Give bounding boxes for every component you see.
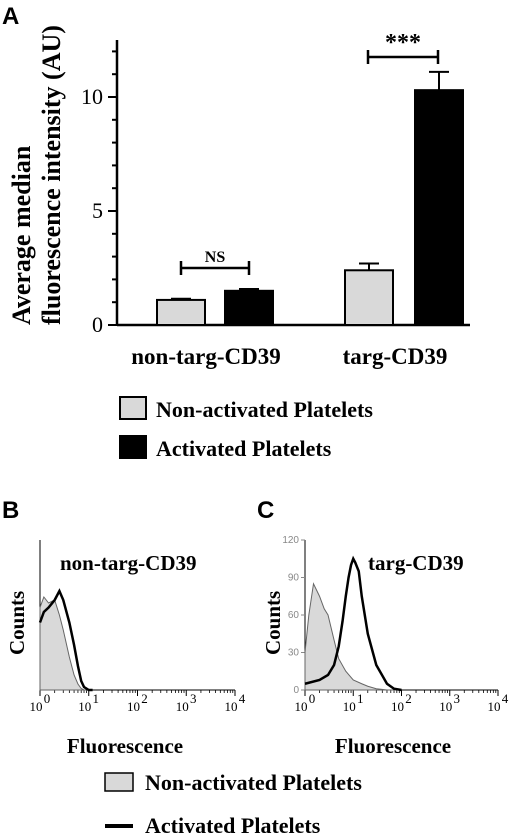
bar xyxy=(414,89,464,326)
bar xyxy=(224,289,274,326)
y-tick-label: 0 xyxy=(293,685,299,696)
significance-label: *** xyxy=(385,30,421,56)
x-tick-exponent: 3 xyxy=(190,691,197,706)
y-tick-label: 120 xyxy=(282,535,299,546)
y-axis-label-line2: fluorescence intensity (AU) xyxy=(37,25,66,325)
x-tick-base: 10 xyxy=(295,699,308,714)
x-tick-exponent: 2 xyxy=(141,691,148,706)
x-tick-base: 10 xyxy=(127,699,140,714)
y-tick-label: 0 xyxy=(92,312,103,337)
x-tick-exponent: 1 xyxy=(357,691,364,706)
category-label-non-targ: non-targ-CD39 xyxy=(131,344,281,369)
x-tick-base: 10 xyxy=(488,699,501,714)
bar xyxy=(156,298,206,327)
bottom-legend-label-activated: Activated Platelets xyxy=(145,813,321,838)
y-tick-label: 5 xyxy=(92,198,103,223)
y-axis-label-line1: Average median xyxy=(7,145,36,325)
x-tick-base: 10 xyxy=(78,699,91,714)
x-tick-exponent: 4 xyxy=(239,691,246,706)
x-tick-exponent: 0 xyxy=(309,691,316,706)
panel-c-letter: C xyxy=(257,497,274,524)
y-tick-label: 10 xyxy=(81,84,103,109)
panel-b-y-label: Counts xyxy=(5,591,29,655)
histogram-activated xyxy=(304,555,402,692)
legend-swatch-non-activated xyxy=(119,396,147,420)
x-tick-base: 10 xyxy=(176,699,189,714)
x-tick-exponent: 0 xyxy=(44,691,51,706)
panel-c-title: targ-CD39 xyxy=(368,551,464,575)
bottom-legend: Non-activated Platelets Activated Platel… xyxy=(104,770,362,838)
legend-swatch-activated xyxy=(119,435,147,459)
y-tick-label: 30 xyxy=(288,648,300,659)
bar xyxy=(344,269,394,326)
panel-a-bar-chart: Average median fluorescence intensity (A… xyxy=(7,25,470,461)
histogram-non-activated xyxy=(304,582,402,691)
legend-label-activated: Activated Platelets xyxy=(156,436,332,461)
panel-b-x-label: Fluorescence xyxy=(67,734,183,758)
bottom-legend-swatch-non-activated xyxy=(104,772,134,792)
histogram-activated xyxy=(38,588,93,692)
panel-c-x-label: Fluorescence xyxy=(335,734,451,758)
panel-a-letter: A xyxy=(2,3,19,30)
x-tick-base: 10 xyxy=(391,699,404,714)
x-tick-exponent: 1 xyxy=(93,691,100,706)
x-tick-base: 10 xyxy=(343,699,356,714)
panel-b-title: non-targ-CD39 xyxy=(60,551,197,575)
legend-label-non-activated: Non-activated Platelets xyxy=(156,397,373,422)
bottom-legend-label-non-activated: Non-activated Platelets xyxy=(145,770,362,795)
panel-b-letter: B xyxy=(2,497,19,524)
panel-c-y-label: Counts xyxy=(261,591,285,655)
x-tick-base: 10 xyxy=(439,699,452,714)
category-label-targ: targ-CD39 xyxy=(343,344,448,369)
x-tick-exponent: 4 xyxy=(502,691,509,706)
x-tick-base: 10 xyxy=(30,699,43,714)
x-tick-exponent: 3 xyxy=(454,691,461,706)
histogram-non-activated xyxy=(39,595,89,691)
significance-label: NS xyxy=(205,249,226,266)
x-tick-exponent: 2 xyxy=(405,691,412,706)
y-tick-label: 60 xyxy=(288,610,300,621)
x-tick-base: 10 xyxy=(225,699,238,714)
panel-c-histogram: Counts targ-CD39 10010110210310403060901… xyxy=(261,535,509,758)
y-tick-label: 90 xyxy=(288,573,300,584)
